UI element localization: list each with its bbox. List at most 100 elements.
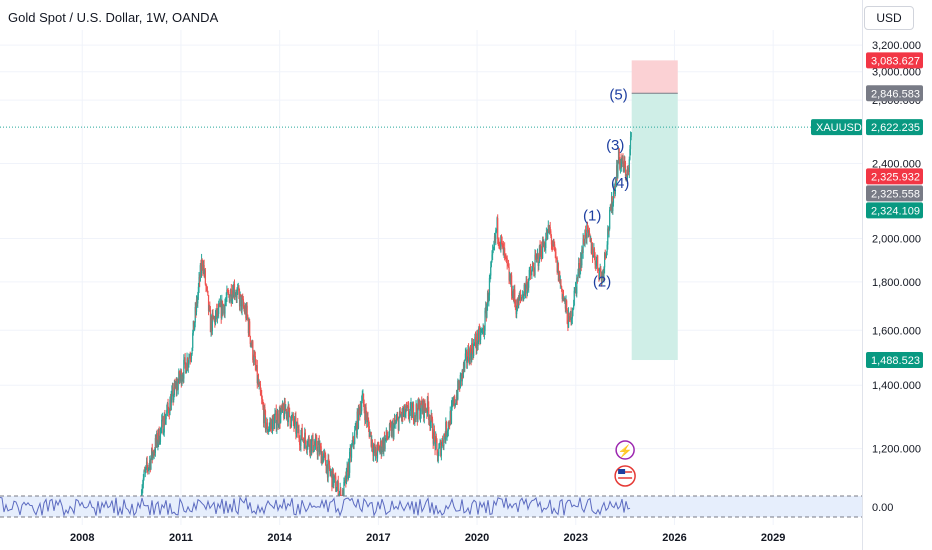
candle — [435, 436, 437, 450]
x-tick-label: 2011 — [169, 532, 193, 544]
candle — [151, 447, 153, 458]
candle — [477, 341, 479, 346]
candle — [312, 451, 315, 453]
candle — [349, 452, 351, 473]
candle — [230, 289, 232, 302]
x-tick-label: 2014 — [267, 532, 292, 544]
candle — [595, 264, 597, 267]
candle — [249, 321, 251, 337]
candle — [523, 294, 525, 300]
candle — [257, 378, 260, 386]
candle — [454, 403, 456, 406]
candle — [387, 437, 389, 439]
candle — [514, 301, 517, 306]
symbol-label: XAUUSD — [816, 122, 862, 134]
price-label-value: 2,622.235 — [871, 122, 920, 134]
candle — [205, 284, 207, 287]
candle — [579, 270, 581, 273]
candle — [330, 472, 332, 474]
candle — [560, 280, 562, 287]
x-tick-label: 2023 — [564, 532, 588, 544]
candle — [145, 461, 148, 466]
candle — [585, 230, 587, 237]
candle — [471, 343, 473, 353]
candle — [206, 286, 208, 291]
candle — [495, 229, 498, 231]
candle — [145, 465, 147, 471]
candle — [554, 250, 556, 253]
candle — [588, 230, 591, 235]
candle — [397, 417, 399, 431]
candle — [250, 343, 253, 347]
candle — [395, 419, 398, 423]
candle — [333, 475, 336, 478]
candle — [362, 393, 365, 405]
candle — [235, 294, 237, 296]
candle — [413, 420, 415, 422]
candle — [251, 341, 253, 347]
price-label-box — [866, 85, 923, 102]
candle — [547, 225, 549, 230]
wave-label: (4) — [611, 175, 629, 192]
candle — [320, 446, 322, 464]
candle — [242, 298, 244, 300]
candle — [405, 406, 407, 414]
candle — [231, 290, 234, 300]
candle — [310, 439, 312, 452]
candle — [202, 264, 205, 271]
candle — [163, 415, 165, 433]
candle — [512, 290, 514, 298]
candle — [303, 440, 305, 449]
candle — [447, 430, 449, 433]
target-zone[interactable] — [631, 93, 678, 361]
candle — [235, 294, 237, 298]
lightning-icon[interactable] — [615, 440, 635, 460]
candle — [471, 343, 473, 361]
candle — [218, 303, 220, 306]
candle — [616, 165, 618, 186]
candle — [328, 460, 330, 469]
candle — [293, 418, 296, 427]
candle — [142, 484, 144, 489]
candle — [525, 281, 527, 287]
candle — [411, 407, 413, 418]
candle — [438, 444, 441, 448]
candle — [328, 459, 330, 461]
candle — [161, 419, 163, 428]
candle — [373, 448, 375, 456]
candle — [319, 445, 322, 447]
candle — [334, 475, 336, 477]
candle — [350, 449, 352, 458]
candle — [301, 428, 303, 440]
candle — [267, 430, 269, 432]
candle — [571, 318, 573, 323]
candle — [313, 445, 315, 452]
y-tick-label: 3,000.000 — [872, 67, 921, 79]
candle — [592, 256, 594, 258]
candle — [226, 289, 229, 292]
candle — [173, 383, 175, 396]
candle — [629, 149, 631, 160]
candle — [160, 427, 162, 429]
candle — [465, 351, 467, 354]
currency-button[interactable]: USD — [864, 6, 914, 30]
candle — [424, 401, 426, 409]
candle — [165, 415, 167, 420]
candle — [238, 287, 240, 294]
candle — [386, 437, 389, 439]
candle — [394, 419, 396, 424]
candle — [199, 265, 201, 282]
candle — [596, 255, 598, 261]
candle — [185, 363, 187, 374]
candle — [490, 266, 492, 276]
candle — [299, 445, 301, 447]
stop-loss-zone[interactable] — [631, 60, 678, 94]
candle — [606, 244, 608, 252]
candle — [428, 419, 430, 421]
candle — [568, 313, 570, 317]
candle — [216, 308, 218, 318]
candle — [417, 399, 420, 409]
price-label-box — [866, 52, 923, 69]
candle — [261, 395, 263, 400]
